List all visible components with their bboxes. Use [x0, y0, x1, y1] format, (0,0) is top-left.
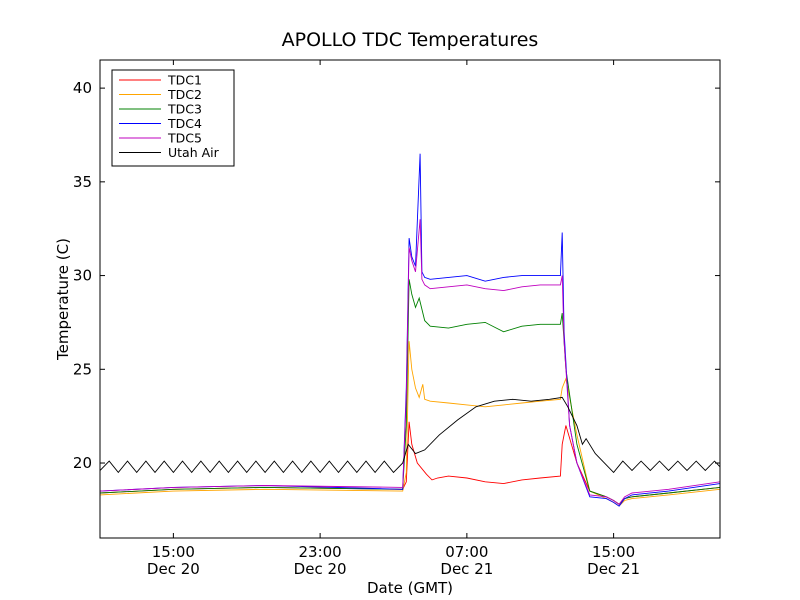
x-tick-time-label: 07:00 [445, 543, 488, 561]
x-tick-time-label: 23:00 [299, 543, 342, 561]
legend-label: TDC2 [167, 87, 202, 102]
x-tick-time-label: 15:00 [592, 543, 635, 561]
y-tick-label: 30 [73, 267, 92, 285]
y-tick-label: 25 [73, 360, 92, 378]
y-tick-label: 20 [73, 454, 92, 472]
x-tick-date-label: Dec 21 [587, 560, 640, 578]
series-layer [100, 153, 720, 507]
x-tick-time-label: 15:00 [152, 543, 195, 561]
legend-label: Utah Air [168, 145, 220, 160]
legend-label: TDC1 [167, 73, 202, 88]
legend-label: TDC4 [167, 116, 202, 131]
chart-title: APOLLO TDC Temperatures [282, 29, 539, 51]
plot-frame [99, 59, 721, 539]
series-line-tdc4 [100, 153, 720, 507]
x-axis-label: Date (GMT) [367, 579, 453, 597]
legend-label: TDC5 [167, 131, 202, 146]
y-axis: 20 25 30 35 40 [73, 79, 720, 472]
y-axis-label: Temperature (C) [54, 238, 72, 361]
y-tick-label: 35 [73, 173, 92, 191]
legend-label: TDC3 [167, 102, 202, 117]
legend-box [111, 69, 235, 167]
x-tick-date-label: Dec 20 [147, 560, 200, 578]
series-line-tdc5 [100, 219, 720, 505]
x-tick-date-label: Dec 21 [440, 560, 493, 578]
x-tick-date-label: Dec 20 [294, 560, 347, 578]
series-line-utah-air [100, 396, 720, 474]
y-tick-label: 40 [73, 79, 92, 97]
